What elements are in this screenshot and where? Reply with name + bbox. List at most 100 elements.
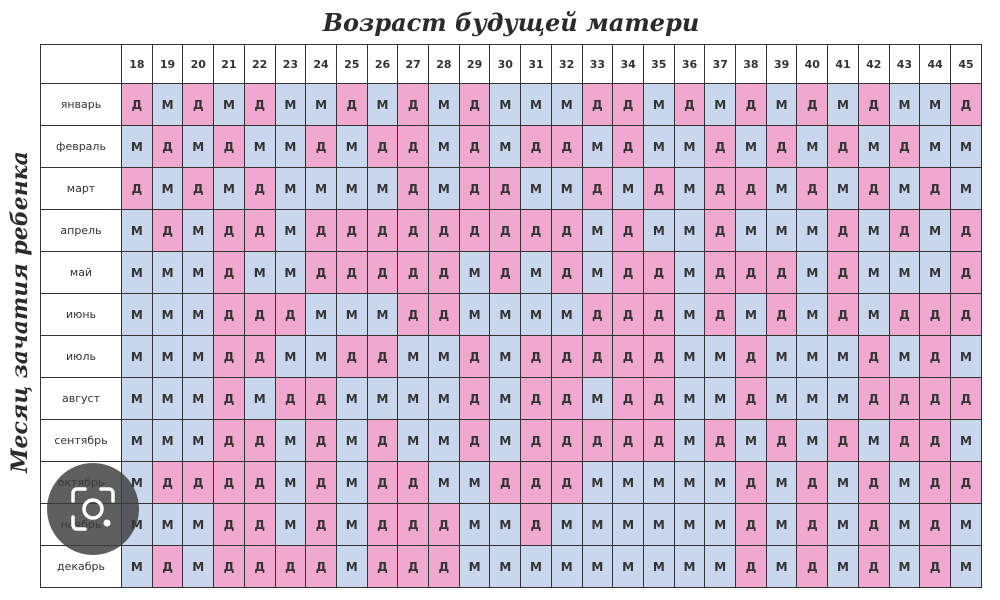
cell-girl: Д — [305, 545, 337, 588]
age-header-44: 44 — [919, 44, 951, 84]
table-row: август М М М Д М Д Д М М М М Д М Д Д М Д Д М М Д М М М Д Д Д Д — [40, 377, 983, 420]
cell-girl: Д — [857, 335, 890, 378]
cell-girl: Д — [335, 209, 368, 252]
cell-boy: М — [673, 335, 706, 378]
cell-girl: Д — [213, 251, 245, 294]
cell-girl: Д — [642, 293, 675, 336]
cell-boy: М — [642, 545, 675, 588]
cell-girl: Д — [489, 209, 522, 252]
cell-boy: М — [642, 503, 675, 546]
cell-boy: М — [489, 377, 522, 420]
cell-boy: М — [673, 419, 706, 462]
cell-girl: Д — [366, 209, 399, 252]
age-header-29: 29 — [458, 44, 491, 84]
cell-girl: Д — [458, 83, 491, 126]
cell-girl: Д — [397, 461, 430, 504]
cell-girl: Д — [428, 503, 460, 546]
cell-girl: Д — [735, 83, 767, 126]
age-header-23: 23 — [274, 44, 307, 84]
cell-boy: М — [151, 419, 184, 462]
cell-girl: Д — [520, 461, 552, 504]
cell-girl: Д — [919, 293, 951, 336]
cell-girl: Д — [888, 209, 921, 252]
cell-girl: Д — [735, 251, 767, 294]
cell-boy: М — [182, 545, 215, 588]
cell-boy: М — [274, 335, 307, 378]
cell-boy: М — [366, 377, 399, 420]
cell-boy: М — [827, 461, 859, 504]
cell-boy: М — [673, 503, 706, 546]
cell-girl: Д — [243, 209, 276, 252]
cell-girl: Д — [919, 377, 951, 420]
cell-boy: М — [520, 167, 552, 210]
cell-boy: М — [151, 377, 184, 420]
cell-girl: Д — [919, 503, 951, 546]
age-header-35: 35 — [642, 44, 675, 84]
cell-boy: М — [704, 83, 737, 126]
cell-boy: М — [335, 125, 368, 168]
cell-girl: Д — [428, 293, 460, 336]
cell-boy: М — [857, 293, 890, 336]
cell-boy: М — [151, 293, 184, 336]
table-row: январь Д М Д М Д М М Д М Д М Д М М М Д Д М Д М Д М Д М Д М М Д — [40, 83, 983, 126]
cell-girl: Д — [612, 251, 644, 294]
cell-girl: Д — [888, 377, 921, 420]
cell-boy: М — [335, 167, 368, 210]
cell-girl: Д — [121, 83, 153, 126]
cell-boy: М — [642, 83, 675, 126]
cell-boy: М — [704, 461, 737, 504]
cell-boy: М — [397, 419, 430, 462]
cell-boy: М — [458, 461, 491, 504]
cell-girl: Д — [151, 209, 184, 252]
cell-boy: М — [335, 461, 368, 504]
cell-girl: Д — [335, 251, 368, 294]
cell-boy: М — [428, 83, 460, 126]
cell-girl: Д — [949, 293, 983, 336]
age-header-36: 36 — [673, 44, 706, 84]
age-header-38: 38 — [735, 44, 767, 84]
cell-boy: М — [489, 503, 522, 546]
cell-girl: Д — [642, 335, 675, 378]
gender-prediction-table: 18 19 20 21 22 23 24 25 26 27 28 29 30 31 32 33 34 35 36 37… — [40, 44, 983, 588]
cell-girl: Д — [919, 545, 951, 588]
cell-girl: Д — [735, 377, 767, 420]
cell-girl: Д — [857, 377, 890, 420]
cell-girl: Д — [243, 419, 276, 462]
age-header-19: 19 — [151, 44, 184, 84]
age-header-26: 26 — [366, 44, 399, 84]
cell-boy: М — [827, 335, 859, 378]
cell-boy: М — [151, 503, 184, 546]
cell-boy: М — [765, 545, 798, 588]
cell-boy: М — [151, 335, 184, 378]
cell-boy: М — [888, 545, 921, 588]
cell-boy: М — [796, 419, 829, 462]
cell-boy: М — [827, 377, 859, 420]
cell-boy: М — [949, 335, 983, 378]
age-header-33: 33 — [581, 44, 614, 84]
cell-boy: М — [949, 503, 983, 546]
lens-search-button[interactable] — [47, 463, 139, 555]
cell-girl: Д — [243, 545, 276, 588]
cell-boy: М — [182, 293, 215, 336]
table-row: март Д М Д М Д М М М М Д М Д Д М М Д М Д М Д Д М Д М Д М Д М — [40, 167, 983, 210]
cell-girl: Д — [704, 125, 737, 168]
cell-girl: Д — [121, 167, 153, 210]
cell-girl: Д — [213, 335, 245, 378]
cell-boy: М — [121, 419, 153, 462]
cell-girl: Д — [550, 125, 583, 168]
cell-girl: Д — [550, 419, 583, 462]
cell-girl: Д — [796, 461, 829, 504]
cell-boy: М — [520, 251, 552, 294]
cell-boy: М — [673, 545, 706, 588]
cell-girl: Д — [489, 251, 522, 294]
cell-girl: Д — [550, 251, 583, 294]
cell-girl: Д — [458, 419, 491, 462]
cell-boy: М — [182, 251, 215, 294]
age-header-30: 30 — [489, 44, 522, 84]
age-header-20: 20 — [182, 44, 215, 84]
age-header-45: 45 — [949, 44, 983, 84]
cell-girl: Д — [949, 83, 983, 126]
cell-boy: М — [335, 419, 368, 462]
cell-boy: М — [182, 209, 215, 252]
cell-girl: Д — [335, 335, 368, 378]
